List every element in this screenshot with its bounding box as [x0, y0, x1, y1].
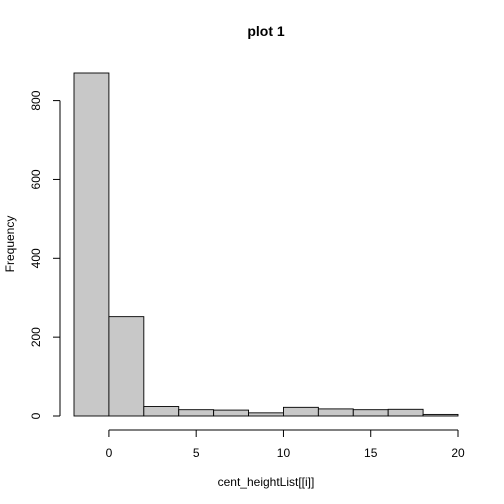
- histogram-bar: [143, 406, 180, 417]
- x-axis-label: cent_heightList[[i]]: [218, 475, 315, 489]
- y-tick-label: 600: [29, 169, 43, 189]
- histogram-bar: [213, 409, 249, 417]
- histogram-bar: [108, 316, 145, 417]
- y-tick-label: 800: [29, 90, 43, 110]
- y-tick-label: 0: [29, 412, 43, 419]
- bars-group: [73, 72, 459, 417]
- histogram-bar: [248, 412, 284, 417]
- y-tick-label: 400: [29, 248, 43, 268]
- histogram-bar: [387, 408, 424, 417]
- histogram-bar: [73, 72, 110, 417]
- x-axis: 0 5 10 15 20: [106, 429, 465, 460]
- histogram-bar: [317, 408, 354, 417]
- histogram-bar: [283, 406, 319, 417]
- histogram-bar: [422, 413, 459, 417]
- x-tick-label: 10: [277, 446, 291, 460]
- histogram-bar: [178, 409, 215, 417]
- x-tick-label: 15: [364, 446, 378, 460]
- chart-title: plot 1: [247, 23, 285, 39]
- x-tick-label: 0: [106, 446, 113, 460]
- x-tick-label: 20: [451, 446, 465, 460]
- histogram-bar: [352, 409, 389, 417]
- y-tick-label: 200: [29, 327, 43, 347]
- x-tick-label: 5: [193, 446, 200, 460]
- y-axis-label: Frequency: [3, 216, 17, 273]
- y-axis: 0 200 400 600 800: [29, 90, 61, 419]
